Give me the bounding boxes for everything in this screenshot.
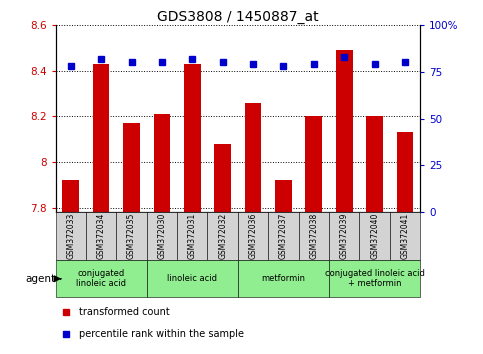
Text: GSM372038: GSM372038 [309,213,318,259]
Text: transformed count: transformed count [79,307,170,317]
Bar [275,181,292,212]
Bar [397,132,413,212]
Text: GSM372035: GSM372035 [127,213,136,259]
FancyBboxPatch shape [390,212,420,260]
FancyBboxPatch shape [147,260,238,297]
FancyBboxPatch shape [147,212,177,260]
FancyBboxPatch shape [298,212,329,260]
Text: GSM372030: GSM372030 [157,213,167,259]
Text: GSM372034: GSM372034 [97,213,106,259]
Text: GSM372033: GSM372033 [66,213,75,259]
Title: GDS3808 / 1450887_at: GDS3808 / 1450887_at [157,10,319,24]
FancyBboxPatch shape [56,212,86,260]
Text: conjugated
linoleic acid: conjugated linoleic acid [76,269,126,289]
FancyBboxPatch shape [86,212,116,260]
Bar [366,116,383,212]
Bar [245,103,261,212]
Bar [336,50,353,212]
FancyBboxPatch shape [208,212,238,260]
Bar [93,64,110,212]
FancyBboxPatch shape [238,212,268,260]
FancyBboxPatch shape [359,212,390,260]
FancyBboxPatch shape [238,260,329,297]
Text: GSM372039: GSM372039 [340,213,349,259]
FancyBboxPatch shape [177,212,208,260]
Bar [62,181,79,212]
FancyBboxPatch shape [329,212,359,260]
FancyBboxPatch shape [329,260,420,297]
Text: agent: agent [26,274,56,284]
Text: GSM372031: GSM372031 [188,213,197,259]
Text: GSM372032: GSM372032 [218,213,227,259]
Bar [184,64,200,212]
Bar [214,144,231,212]
Text: GSM372036: GSM372036 [249,213,257,259]
Text: GSM372040: GSM372040 [370,213,379,259]
Text: linoleic acid: linoleic acid [167,274,217,283]
Bar [123,123,140,212]
Bar [154,114,170,212]
FancyBboxPatch shape [268,212,298,260]
Text: conjugated linoleic acid
+ metformin: conjugated linoleic acid + metformin [325,269,425,289]
Text: metformin: metformin [261,274,305,283]
FancyBboxPatch shape [56,260,147,297]
Text: percentile rank within the sample: percentile rank within the sample [79,329,244,339]
Text: GSM372041: GSM372041 [400,213,410,259]
Text: GSM372037: GSM372037 [279,213,288,259]
FancyBboxPatch shape [116,212,147,260]
Bar [305,116,322,212]
